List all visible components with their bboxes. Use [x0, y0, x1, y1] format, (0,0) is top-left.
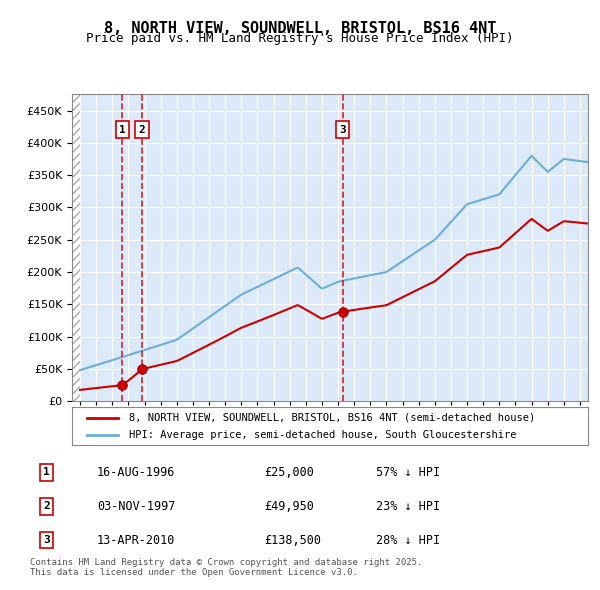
Text: Contains HM Land Registry data © Crown copyright and database right 2025.
This d: Contains HM Land Registry data © Crown c…: [30, 558, 422, 577]
Text: 1: 1: [119, 124, 125, 135]
Text: 16-AUG-1996: 16-AUG-1996: [97, 466, 175, 479]
Text: 23% ↓ HPI: 23% ↓ HPI: [376, 500, 440, 513]
Text: 8, NORTH VIEW, SOUNDWELL, BRISTOL, BS16 4NT: 8, NORTH VIEW, SOUNDWELL, BRISTOL, BS16 …: [104, 21, 496, 35]
Text: 13-APR-2010: 13-APR-2010: [97, 533, 175, 546]
Text: £49,950: £49,950: [265, 500, 314, 513]
Text: 3: 3: [339, 124, 346, 135]
Text: 3: 3: [43, 535, 50, 545]
Text: £138,500: £138,500: [265, 533, 322, 546]
Text: £25,000: £25,000: [265, 466, 314, 479]
Text: 57% ↓ HPI: 57% ↓ HPI: [376, 466, 440, 479]
Text: 2: 2: [43, 502, 50, 512]
Text: 28% ↓ HPI: 28% ↓ HPI: [376, 533, 440, 546]
Text: 8, NORTH VIEW, SOUNDWELL, BRISTOL, BS16 4NT (semi-detached house): 8, NORTH VIEW, SOUNDWELL, BRISTOL, BS16 …: [129, 413, 535, 423]
Text: HPI: Average price, semi-detached house, South Gloucestershire: HPI: Average price, semi-detached house,…: [129, 430, 516, 440]
Text: 1: 1: [43, 467, 50, 477]
Bar: [72, 94, 80, 401]
Text: 03-NOV-1997: 03-NOV-1997: [97, 500, 175, 513]
Text: 2: 2: [139, 124, 145, 135]
Text: Price paid vs. HM Land Registry's House Price Index (HPI): Price paid vs. HM Land Registry's House …: [86, 32, 514, 45]
